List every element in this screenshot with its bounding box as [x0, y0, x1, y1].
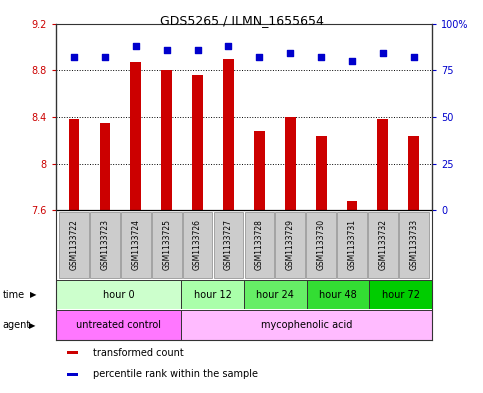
Text: GSM1133728: GSM1133728: [255, 219, 264, 270]
FancyBboxPatch shape: [368, 212, 398, 278]
Bar: [307, 280, 369, 309]
Text: hour 0: hour 0: [102, 290, 134, 299]
Text: hour 72: hour 72: [382, 290, 420, 299]
FancyBboxPatch shape: [90, 212, 120, 278]
Text: ▶: ▶: [29, 321, 35, 330]
FancyBboxPatch shape: [59, 212, 89, 278]
Bar: [56, 310, 181, 340]
Text: GSM1133722: GSM1133722: [70, 219, 79, 270]
Text: GSM1133731: GSM1133731: [347, 219, 356, 270]
Text: untreated control: untreated control: [76, 320, 161, 330]
Text: hour 12: hour 12: [194, 290, 231, 299]
FancyBboxPatch shape: [306, 212, 336, 278]
Point: [225, 43, 232, 49]
Bar: [408, 136, 419, 210]
Bar: [181, 280, 244, 309]
Text: agent: agent: [2, 320, 30, 330]
FancyBboxPatch shape: [399, 212, 428, 278]
Text: GSM1133727: GSM1133727: [224, 219, 233, 270]
Bar: [254, 131, 265, 210]
Point: [101, 54, 109, 61]
Bar: [223, 59, 234, 210]
Text: GSM1133725: GSM1133725: [162, 219, 171, 270]
Text: GSM1133733: GSM1133733: [409, 219, 418, 270]
Bar: [316, 136, 327, 210]
Bar: [69, 119, 80, 210]
Text: transformed count: transformed count: [93, 348, 184, 358]
Bar: [285, 117, 296, 210]
Point: [348, 58, 356, 64]
Text: GSM1133730: GSM1133730: [317, 219, 326, 270]
Bar: [181, 310, 432, 340]
Bar: [56, 280, 181, 309]
Text: hour 24: hour 24: [256, 290, 294, 299]
Bar: [99, 123, 110, 210]
Text: GSM1133724: GSM1133724: [131, 219, 141, 270]
Point: [132, 43, 140, 49]
Point: [286, 50, 294, 57]
FancyBboxPatch shape: [337, 212, 367, 278]
FancyBboxPatch shape: [213, 212, 243, 278]
Point: [410, 54, 418, 61]
Text: hour 48: hour 48: [319, 290, 357, 299]
Point: [379, 50, 387, 57]
Bar: [161, 70, 172, 210]
Text: time: time: [2, 290, 25, 299]
Text: GDS5265 / ILMN_1655654: GDS5265 / ILMN_1655654: [159, 14, 324, 27]
Bar: [378, 119, 388, 210]
FancyBboxPatch shape: [244, 212, 274, 278]
Bar: [67, 373, 78, 376]
Text: ▶: ▶: [30, 290, 37, 299]
Text: GSM1133726: GSM1133726: [193, 219, 202, 270]
FancyBboxPatch shape: [152, 212, 182, 278]
Bar: [347, 201, 357, 210]
FancyBboxPatch shape: [275, 212, 305, 278]
Bar: [192, 75, 203, 210]
FancyBboxPatch shape: [121, 212, 151, 278]
Bar: [369, 280, 432, 309]
Text: percentile rank within the sample: percentile rank within the sample: [93, 369, 258, 379]
Text: GSM1133723: GSM1133723: [100, 219, 110, 270]
Point: [70, 54, 78, 61]
Bar: [130, 62, 141, 210]
Bar: [67, 351, 78, 354]
Text: GSM1133732: GSM1133732: [378, 219, 387, 270]
Point: [317, 54, 325, 61]
FancyBboxPatch shape: [183, 212, 213, 278]
Point: [163, 47, 170, 53]
Point: [256, 54, 263, 61]
Text: mycophenolic acid: mycophenolic acid: [261, 320, 353, 330]
Point: [194, 47, 201, 53]
Text: GSM1133729: GSM1133729: [286, 219, 295, 270]
Bar: [244, 280, 307, 309]
